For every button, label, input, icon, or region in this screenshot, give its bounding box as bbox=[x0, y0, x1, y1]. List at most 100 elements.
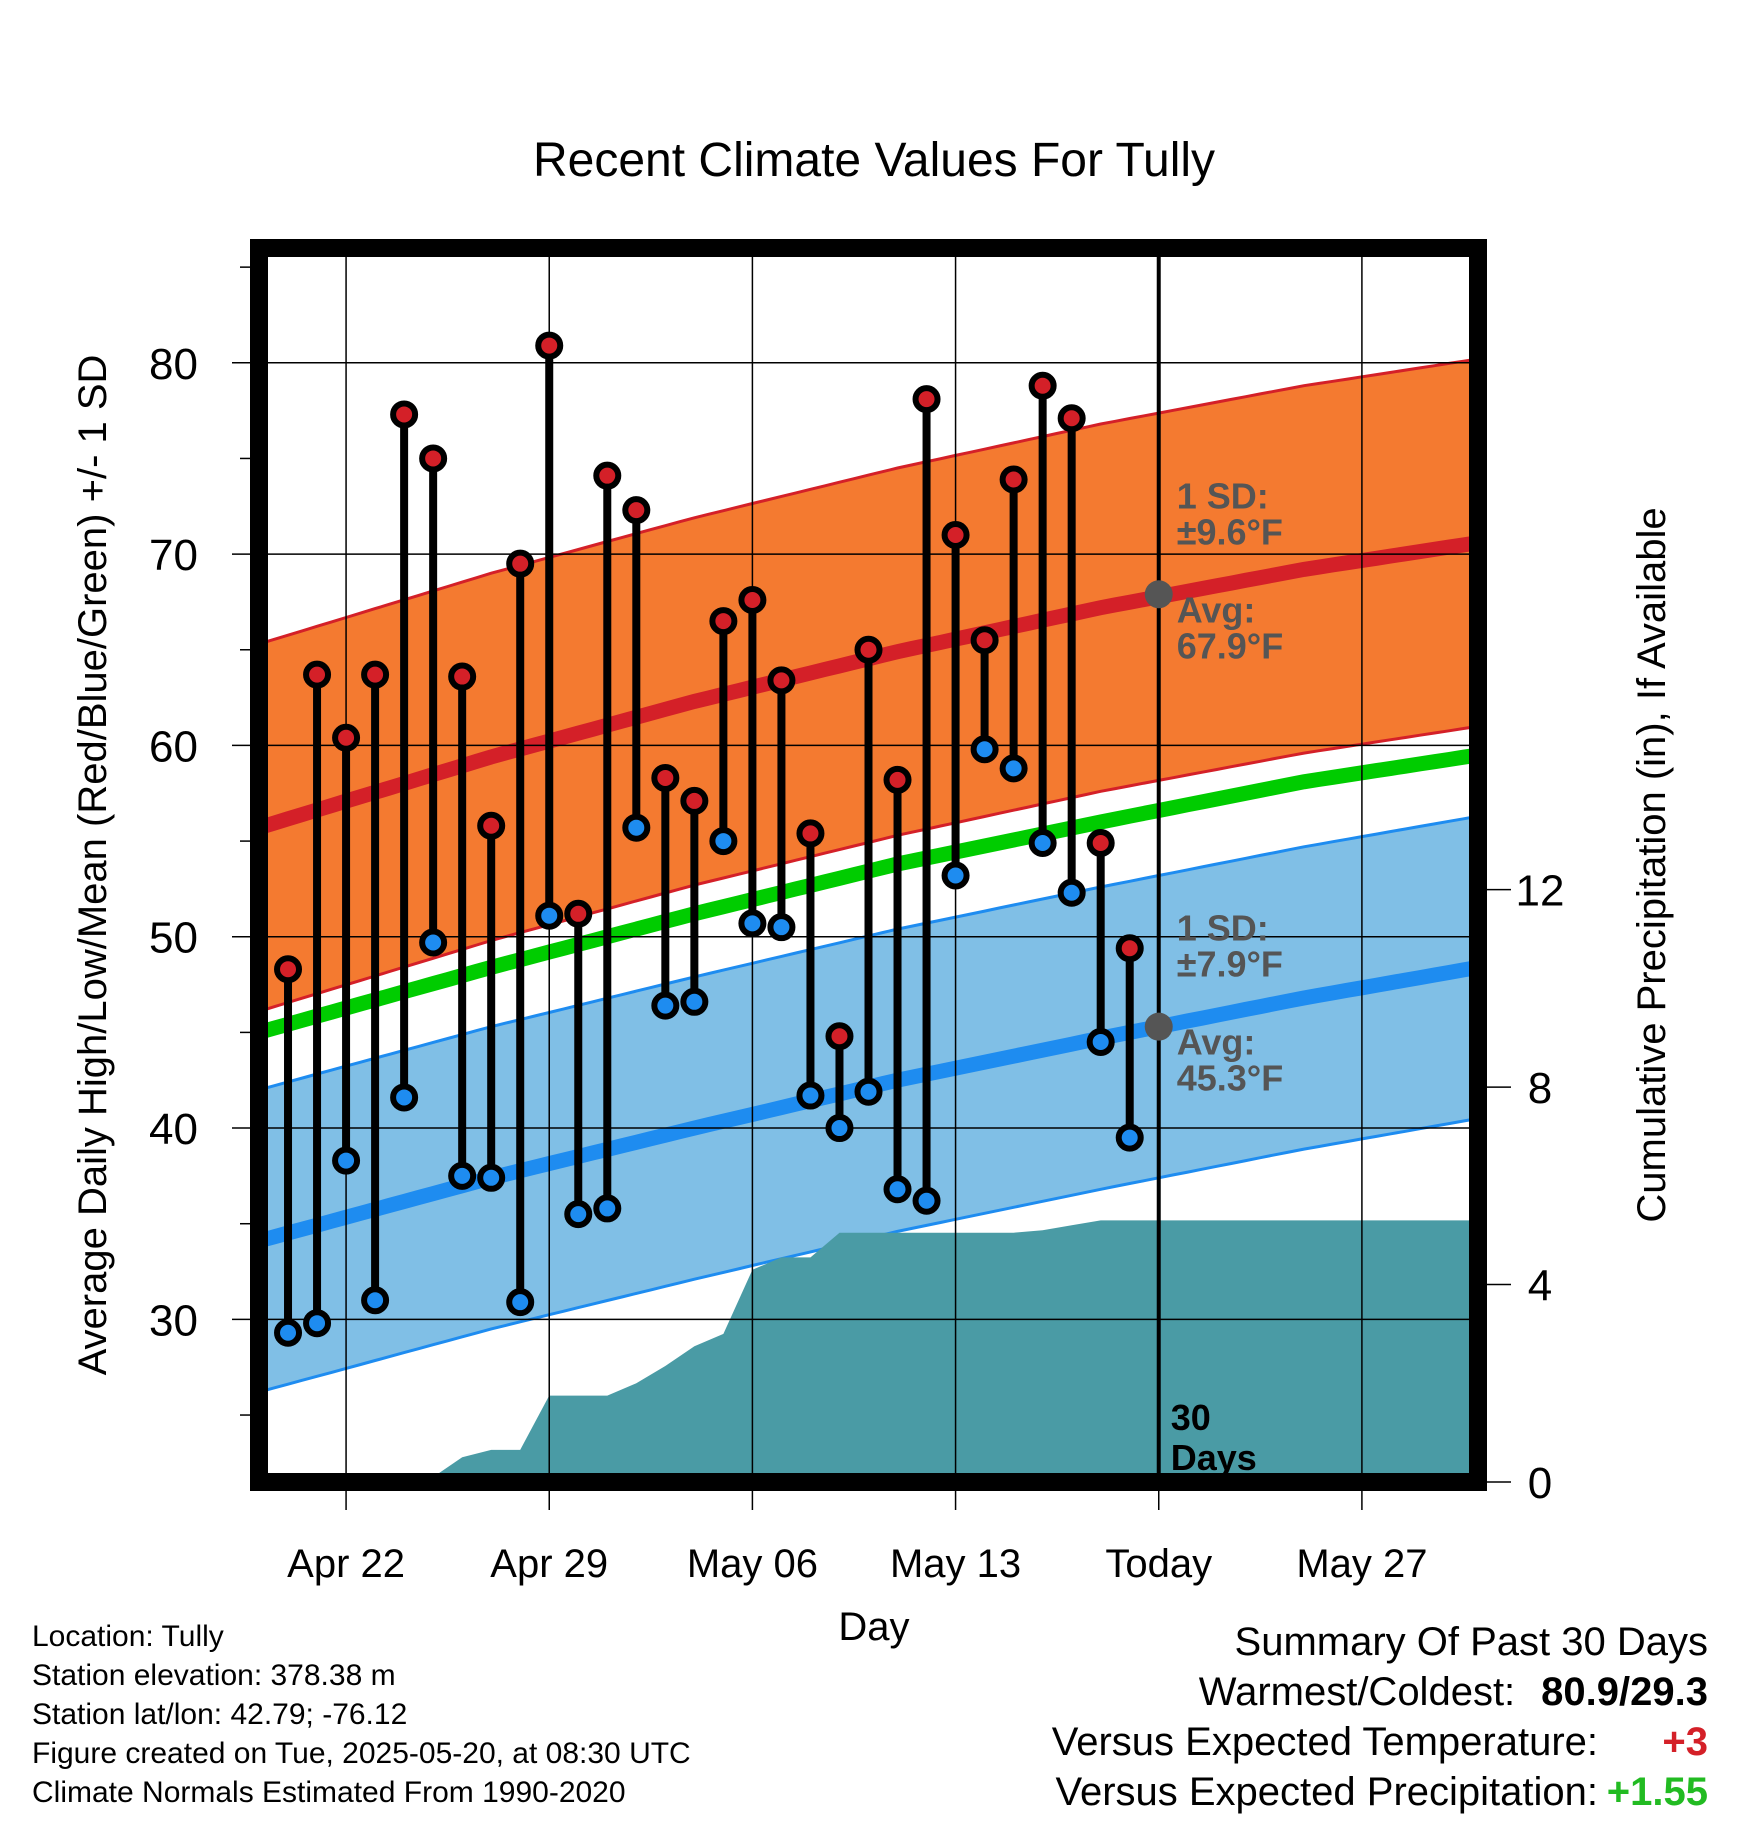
high-point bbox=[477, 811, 506, 840]
location-text: Location: Tully bbox=[32, 1620, 224, 1653]
low-sd-label: 1 SD: bbox=[1177, 908, 1269, 949]
high-sd-upper-line bbox=[259, 357, 1478, 646]
high-point bbox=[767, 666, 796, 695]
high-sd-value: ±9.6°F bbox=[1177, 511, 1283, 552]
latlon-text: Station lat/lon: 42.79; -76.12 bbox=[32, 1698, 408, 1731]
low-point bbox=[303, 1309, 332, 1338]
y2-tick-label: 4 bbox=[1528, 1262, 1552, 1311]
low-point bbox=[593, 1194, 622, 1223]
low-point bbox=[622, 813, 651, 842]
high-point bbox=[854, 635, 883, 664]
y-tick-label: 80 bbox=[149, 340, 198, 389]
high-point bbox=[883, 765, 912, 794]
low-point bbox=[912, 1186, 941, 1215]
low-point bbox=[999, 754, 1028, 783]
high-point bbox=[738, 586, 767, 615]
elevation-text: Station elevation: 378.38 m bbox=[32, 1659, 396, 1692]
high-point bbox=[361, 660, 390, 689]
y2-tick-label: 8 bbox=[1528, 1064, 1552, 1113]
x-tick-label: May 27 bbox=[1296, 1542, 1427, 1586]
high-point bbox=[1115, 934, 1144, 963]
temp-value: +3 bbox=[1662, 1720, 1708, 1764]
high-point bbox=[709, 607, 738, 636]
y2-tick-label: 12 bbox=[1516, 867, 1565, 916]
low-point bbox=[506, 1288, 535, 1317]
high-point bbox=[506, 549, 535, 578]
today-avg-low-marker bbox=[1144, 1012, 1173, 1041]
low-point bbox=[361, 1286, 390, 1315]
x-tick-label: May 13 bbox=[890, 1542, 1021, 1586]
high-point bbox=[1057, 404, 1086, 433]
low-point bbox=[419, 928, 448, 957]
temp-row: Versus Expected Temperature: +3 bbox=[1052, 1717, 1708, 1767]
low-point bbox=[564, 1200, 593, 1229]
high-point bbox=[680, 786, 709, 815]
low-point bbox=[941, 861, 970, 890]
x-tick-label: Apr 22 bbox=[287, 1542, 405, 1586]
y-tick-label: 60 bbox=[149, 722, 198, 771]
high-point bbox=[390, 400, 419, 429]
precip-label: Versus Expected Precipitation: bbox=[1055, 1770, 1598, 1814]
station-info: Location: Tully Station elevation: 378.3… bbox=[32, 1617, 691, 1812]
plot-frame bbox=[250, 239, 1487, 1491]
low-point bbox=[651, 991, 680, 1020]
x-tick-label: Apr 29 bbox=[490, 1542, 608, 1586]
y-axis-label: Average Daily High/Low/Mean (Red/Blue/Gr… bbox=[71, 355, 115, 1376]
created-text: Figure created on Tue, 2025-05-20, at 08… bbox=[32, 1737, 691, 1770]
low-point bbox=[709, 827, 738, 856]
precip-area bbox=[288, 1220, 1478, 1482]
normals-text: Climate Normals Estimated From 1990-2020 bbox=[32, 1776, 626, 1809]
high-sd-label: 1 SD: bbox=[1177, 475, 1269, 516]
high-point bbox=[419, 444, 448, 473]
low-sd-value: ±7.9°F bbox=[1177, 944, 1283, 985]
y2-axis-label: Cumulative Precipitation (in), If Availa… bbox=[1630, 507, 1674, 1222]
low-point bbox=[1086, 1027, 1115, 1056]
high-point bbox=[941, 520, 970, 549]
y2-tick-label: 0 bbox=[1528, 1459, 1552, 1508]
chart-title: Recent Climate Values For Tully bbox=[533, 134, 1215, 187]
high-point bbox=[1028, 371, 1057, 400]
low-point bbox=[274, 1318, 303, 1347]
low-avg-value: 45.3°F bbox=[1177, 1058, 1283, 1099]
x-axis-label: Day bbox=[838, 1605, 909, 1649]
low-avg-label: Avg: bbox=[1177, 1022, 1256, 1063]
high-avg-value: 67.9°F bbox=[1177, 625, 1283, 666]
high-point bbox=[912, 385, 941, 414]
high-point bbox=[535, 331, 564, 360]
plot-layer bbox=[259, 248, 1478, 1482]
low-point bbox=[1057, 878, 1086, 907]
low-point bbox=[448, 1161, 477, 1190]
high-point bbox=[274, 955, 303, 984]
y-tick-label: 50 bbox=[149, 914, 198, 963]
warm-cold-value: 80.9/29.3 bbox=[1541, 1670, 1708, 1714]
high-point bbox=[593, 461, 622, 490]
today-days-label: Days bbox=[1171, 1437, 1257, 1478]
x-tick-label: Today bbox=[1105, 1542, 1212, 1586]
low-point bbox=[1115, 1123, 1144, 1152]
low-point bbox=[738, 909, 767, 938]
y-tick-label: 70 bbox=[149, 531, 198, 580]
high-point bbox=[622, 496, 651, 525]
high-point bbox=[999, 465, 1028, 494]
low-point bbox=[825, 1114, 854, 1143]
low-point bbox=[883, 1175, 912, 1204]
high-point bbox=[651, 763, 680, 792]
high-point bbox=[303, 660, 332, 689]
high-point bbox=[1086, 828, 1115, 857]
y-tick-label: 40 bbox=[149, 1105, 198, 1154]
low-point bbox=[767, 913, 796, 942]
warm-cold-row: Warmest/Coldest: 80.9/29.3 bbox=[1052, 1667, 1708, 1717]
precip-value: +1.55 bbox=[1606, 1770, 1708, 1814]
y-tick-label: 30 bbox=[149, 1296, 198, 1345]
high-point bbox=[796, 819, 825, 848]
temp-label: Versus Expected Temperature: bbox=[1051, 1720, 1598, 1764]
low-point bbox=[680, 987, 709, 1016]
summary-panel: Summary Of Past 30 Days Warmest/Coldest:… bbox=[1052, 1617, 1708, 1817]
low-point bbox=[332, 1146, 361, 1175]
low-point bbox=[854, 1077, 883, 1106]
summary-title: Summary Of Past 30 Days bbox=[1234, 1620, 1708, 1664]
low-point bbox=[390, 1083, 419, 1112]
low-point bbox=[796, 1081, 825, 1110]
